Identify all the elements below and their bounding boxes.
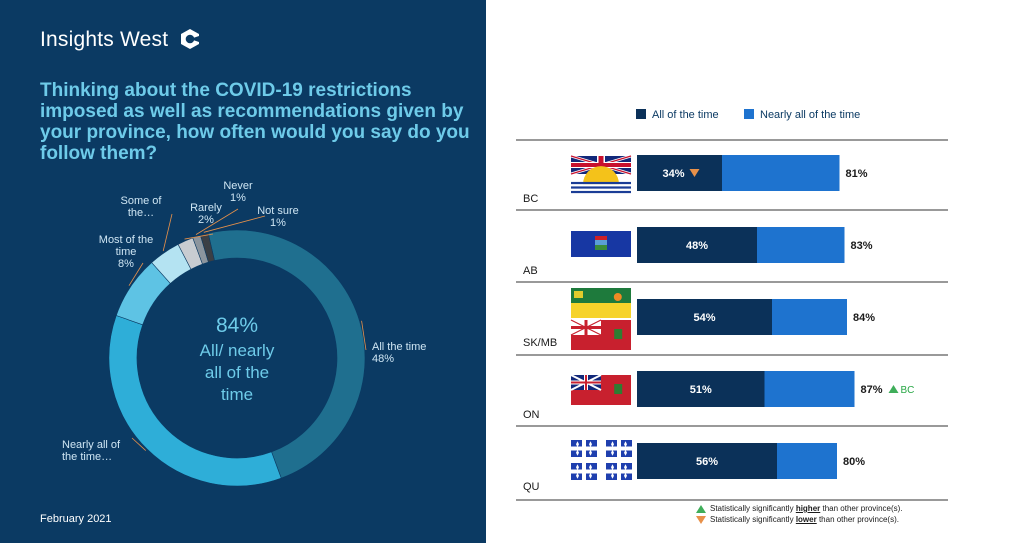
total-label-0: 81% — [846, 168, 868, 180]
triangle-down-icon — [696, 515, 706, 524]
row-label-0: BC — [523, 193, 538, 205]
total-label-4: 80% — [843, 456, 865, 468]
leader-line-6 — [203, 215, 266, 233]
leader-line-5 — [195, 208, 239, 235]
leader-line-3 — [162, 213, 173, 252]
bar-all-bc — [637, 155, 722, 191]
sig-lower-suffix: than other province(s). — [816, 515, 899, 524]
legend-swatch-0 — [636, 109, 646, 119]
sig-lower-word: lower — [795, 515, 817, 524]
leader-line-2 — [128, 262, 144, 286]
legend-label-1: Nearly all of the time — [760, 109, 860, 121]
bar-value-label-4: 56% — [696, 456, 718, 468]
sig-higher-prefix: Statistically significantly — [710, 504, 796, 513]
leader-line-0 — [361, 320, 367, 351]
bar-value-label-1: 48% — [686, 240, 708, 252]
sig-higher-word: higher — [795, 504, 821, 513]
donut-label-5: Never 1% — [223, 180, 253, 204]
bar-nearly-ab — [757, 227, 845, 263]
bar-all-qu — [637, 443, 777, 479]
donut-slice-6 — [200, 232, 215, 263]
triangle-down-icon — [689, 169, 700, 177]
sig-note-3: BC — [901, 385, 915, 396]
triangle-up-icon — [696, 504, 706, 513]
row-label-3: ON — [523, 409, 540, 421]
bar-nearly-bc — [722, 155, 840, 191]
survey-question: Thinking about the COVID-19 restrictions… — [40, 80, 470, 164]
total-label-1: 83% — [851, 240, 873, 252]
ontario-flag-icon — [570, 374, 631, 405]
sig-lower-text: Statistically significantly lower than o… — [710, 514, 899, 525]
sig-higher-text: Statistically significantly higher than … — [710, 503, 903, 514]
bar-all-ab — [637, 227, 757, 263]
alberta-flag-icon — [571, 231, 631, 257]
legend-label-0: All of the time — [652, 109, 719, 121]
row-label-1: AB — [523, 265, 538, 277]
left-panel: Insights West Thinking about the COVID-1… — [0, 0, 486, 543]
bar-nearly-qu — [777, 443, 837, 479]
donut-label-0: All the time 48% — [372, 341, 426, 365]
sig-legend-higher: Statistically significantly higher than … — [696, 503, 903, 514]
quebec-flag-icon — [571, 440, 597, 457]
center-value: 84% — [216, 314, 258, 337]
triangle-up-icon — [888, 385, 899, 393]
leader-line-4 — [184, 233, 214, 240]
legend-swatch-1 — [744, 109, 754, 119]
saskatchewan-flag-icon — [571, 288, 631, 318]
quebec-flag-icon — [606, 440, 632, 457]
row-label-2: SK/MB — [523, 337, 557, 349]
donut-label-1: Nearly all of the time… — [62, 439, 121, 463]
brand-name: Insights West — [40, 28, 169, 51]
bar-all-sk-mb — [637, 299, 772, 335]
sig-higher-suffix: than other province(s). — [820, 504, 903, 513]
donut-label-3: Some of the… — [121, 195, 163, 219]
date-footnote: February 2021 — [40, 513, 112, 525]
row-label-4: QU — [523, 481, 540, 493]
center-text-0: All/ nearly — [200, 341, 275, 360]
sig-lower-prefix: Statistically significantly — [710, 515, 796, 524]
quebec-flag-icon — [606, 463, 632, 480]
bar-value-label-2: 54% — [693, 312, 715, 324]
insights-west-logo-icon — [181, 29, 199, 49]
bar-value-label-0: 34% — [662, 168, 684, 180]
donut-chart: All the time 48% Nearly all of the time… Mos… — [62, 180, 426, 487]
donut-label-2: Most of the time 8% — [99, 234, 153, 270]
bar-value-label-3: 51% — [690, 384, 712, 396]
bar-all-on — [637, 371, 765, 407]
sig-legend-lower: Statistically significantly lower than o… — [696, 514, 903, 525]
leader-line-1 — [131, 437, 146, 451]
total-label-3: 87% — [861, 384, 883, 396]
bar-nearly-on — [764, 371, 855, 407]
center-text-2: time — [221, 385, 253, 404]
donut-label-4: Rarely 2% — [190, 202, 222, 226]
quebec-flag-icon — [571, 463, 597, 480]
bar-nearly-sk-mb — [772, 299, 847, 335]
center-text-1: all of the — [205, 363, 269, 382]
british-columbia-flag-icon — [570, 154, 632, 194]
donut-label-6: Not sure 1% — [257, 205, 299, 229]
donut-slice-0 — [207, 229, 366, 479]
manitoba-flag-icon — [570, 319, 631, 350]
total-label-2: 84% — [853, 312, 875, 324]
significance-legend: Statistically significantly higher than … — [696, 503, 903, 525]
